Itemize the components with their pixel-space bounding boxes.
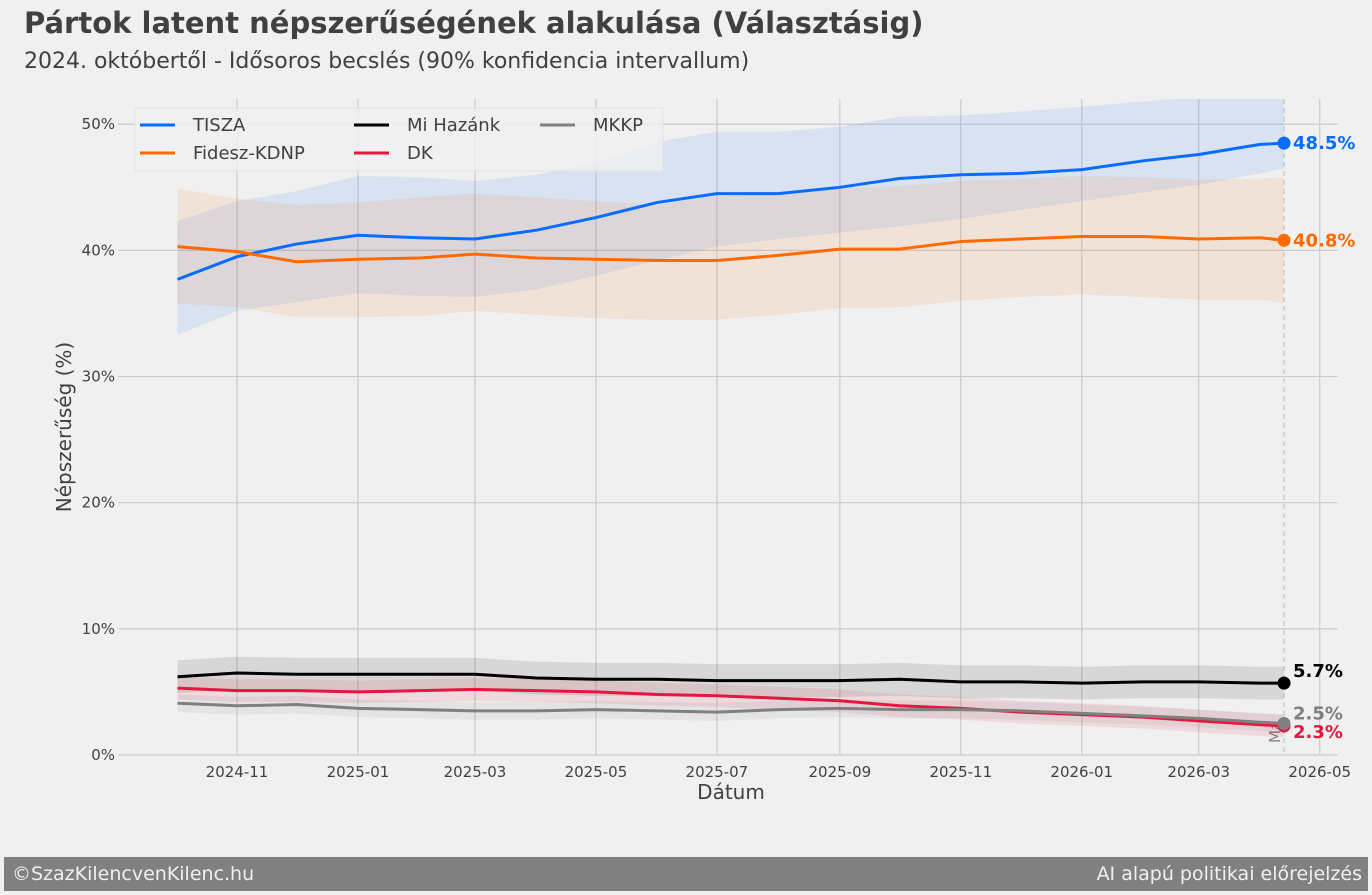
chart-subtitle: 2024. októbertől - Idősoros becslés (90%… (24, 49, 750, 74)
legend-item: TISZA (192, 115, 246, 136)
footer-tagline: AI alapú politikai előrejelzés (1096, 863, 1362, 885)
y-tick-label: 10% (82, 620, 115, 638)
series-line-1 (177, 235, 1285, 264)
legend-box (134, 107, 664, 172)
x-axis-label: Dátum (697, 780, 765, 804)
x-tick-label: 2025-11 (929, 763, 992, 781)
x-tick-label: 2025-07 (686, 763, 749, 781)
x-tick-label: 2026-03 (1167, 763, 1230, 781)
y-tick-label: 40% (82, 241, 115, 259)
legend-item: DK (407, 143, 434, 164)
x-tick-label: 2025-09 (808, 763, 871, 781)
series-line-4 (177, 701, 1285, 725)
chart-title: Pártok latent népszerűségének alakulása … (24, 6, 924, 40)
x-tick-label: 2025-01 (327, 763, 390, 781)
end-value-label: 5.7% (1293, 661, 1343, 682)
y-tick-label: 0% (91, 746, 115, 764)
confidence-bands (177, 99, 1285, 738)
end-point-0 (1277, 136, 1291, 150)
x-tick-label: 2026-01 (1050, 763, 1113, 781)
confidence-band-3 (177, 676, 1285, 738)
series-line-2 (177, 671, 1285, 685)
legend-item: MKKP (593, 115, 643, 136)
end-point-1 (1277, 233, 1291, 247)
y-tick-label: 20% (82, 494, 115, 512)
end-labels: 48.5% 40.8% 5.7% 2.3%2.5% (1293, 133, 1355, 743)
end-value-label: 40.8% (1293, 230, 1355, 251)
end-value-label: 2.5% (1293, 703, 1343, 724)
legend-item: Mi Hazánk (407, 115, 501, 136)
end-value-label: 48.5% (1293, 133, 1355, 154)
x-tick-label: 2025-03 (444, 763, 507, 781)
legend: TISZA Fidesz-KDNP Mi Hazánk DK MKKP (134, 107, 664, 172)
confidence-band-4 (177, 694, 1285, 733)
x-tick-label: 2025-05 (565, 763, 628, 781)
legend-item: Fidesz-KDNP (193, 143, 305, 164)
end-point-2 (1277, 676, 1291, 690)
confidence-band-1 (177, 175, 1285, 320)
x-tick-label: 2024-11 (206, 763, 269, 781)
confidence-band-0 (177, 99, 1285, 335)
y-tick-label: 30% (82, 368, 115, 386)
y-tick-label: 50% (82, 115, 115, 133)
footer: ©SzazKilencvenKilenc.hu AI alapú politik… (4, 857, 1368, 891)
y-axis-label: Népszerűség (%) (52, 342, 76, 512)
tick-labels: 0% 10% 20% 30% 40% 50% 2024-11 2025-01 2025-03 20… (82, 115, 1351, 781)
x-tick-label: 2026-05 (1288, 763, 1351, 781)
series-line-0 (176, 141, 1285, 281)
end-value-label: 2.3% (1293, 722, 1343, 743)
end-point-4 (1277, 716, 1291, 730)
series-lines (176, 136, 1291, 733)
footer-site: ©SzazKilencvenKilenc.hu (12, 863, 255, 885)
